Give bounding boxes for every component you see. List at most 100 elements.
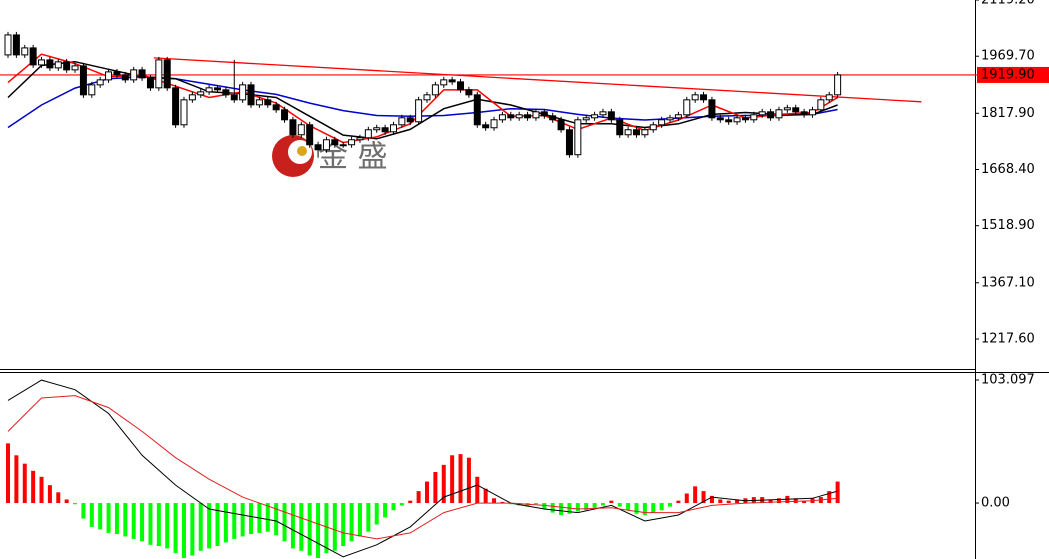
histogram-bar (492, 498, 497, 504)
candle-body (381, 127, 389, 133)
histogram-bar (433, 472, 438, 504)
candle-body (473, 94, 481, 126)
y-tick-label: 103.097 (981, 373, 1035, 388)
histogram-bar (450, 455, 455, 504)
candle-body (649, 124, 657, 131)
candle-body (792, 107, 800, 113)
histogram-bar (399, 503, 404, 506)
y-tick-label: 0.00 (981, 496, 1010, 511)
candle-body (599, 111, 607, 116)
candle-body (79, 65, 87, 96)
candle-body (155, 59, 163, 89)
histogram-bar (316, 503, 321, 558)
candle-body (532, 111, 540, 119)
histogram-bar (106, 503, 111, 533)
candle-body (431, 84, 439, 96)
histogram-bar (793, 498, 798, 504)
candle-body (105, 71, 113, 81)
histogram-bar (165, 503, 170, 549)
histogram-bar (668, 503, 673, 507)
histogram-bar (181, 503, 186, 558)
candle-body (163, 59, 171, 89)
histogram-bar (39, 476, 44, 504)
candle-body (741, 117, 749, 121)
histogram-bar (341, 503, 346, 547)
candle-body (289, 119, 297, 136)
candle-body (222, 89, 230, 96)
candle-body (12, 34, 20, 56)
y-tick-label: 1817.90 (981, 106, 1035, 121)
histogram-bar (617, 503, 622, 507)
histogram-bar (223, 503, 228, 543)
candle-body (306, 124, 314, 146)
candle-body (205, 87, 213, 93)
logo-dot (297, 146, 307, 156)
candle-body (230, 94, 238, 101)
watermark-logo (272, 135, 314, 177)
candle-body (524, 114, 532, 119)
histogram-bar (366, 503, 371, 532)
candle-body (582, 117, 590, 121)
candle-body (808, 109, 816, 116)
candle-body (214, 87, 221, 91)
histogram-bar (307, 503, 312, 556)
candle-body (255, 99, 263, 106)
candle-body (398, 117, 406, 126)
candle-body (498, 114, 506, 121)
candle-body (440, 79, 448, 86)
candle-body (272, 104, 280, 111)
candle-body (339, 144, 347, 147)
candle-body (281, 109, 289, 121)
histogram-bar (31, 470, 36, 504)
candle-body (146, 77, 154, 89)
candle-body (415, 99, 423, 123)
histogram-bar (642, 503, 647, 515)
indicator-line (7, 379, 838, 558)
histogram-bar (559, 503, 564, 515)
candle-body (565, 129, 573, 156)
candle-body (172, 87, 180, 126)
histogram-bar (173, 503, 178, 554)
candle-body (54, 61, 62, 69)
histogram-bar (533, 503, 538, 505)
candle-body (783, 107, 791, 111)
histogram-bar (190, 503, 195, 556)
candle-body (331, 139, 339, 146)
histogram-bar (215, 503, 220, 547)
candle-body (834, 74, 842, 96)
histogram-bar (550, 503, 555, 513)
histogram-bar (89, 503, 94, 527)
histogram-bar (709, 495, 714, 504)
histogram-bar (425, 481, 429, 504)
histogram-bar (735, 499, 740, 504)
candle-body (63, 61, 71, 71)
candle-body (239, 84, 247, 101)
candle-body (750, 114, 758, 121)
histogram-bar (466, 457, 471, 504)
candle-body (591, 114, 599, 119)
histogram-bar (73, 503, 78, 505)
candle-body (540, 111, 548, 117)
candle-body (725, 119, 733, 123)
candle-body (38, 59, 46, 66)
histogram-bar (584, 503, 589, 511)
candle-body (71, 65, 79, 71)
candle-body (46, 59, 54, 69)
y-tick-label: 1969.70 (981, 49, 1035, 64)
histogram-bar (508, 503, 513, 505)
histogram-bar (626, 503, 631, 511)
histogram-bar (349, 503, 354, 542)
candle-body (758, 111, 766, 116)
histogram-bar (416, 491, 421, 504)
histogram-bar (651, 503, 656, 513)
histogram-bar (676, 500, 681, 504)
histogram-bar (198, 503, 203, 551)
histogram-bar (542, 503, 547, 510)
current-price-label: 1919.90 (981, 67, 1035, 82)
histogram-bar (802, 500, 807, 504)
histogram-bar (374, 503, 379, 525)
candle-body (624, 129, 632, 136)
candle-body (314, 144, 322, 151)
candle-body (574, 119, 582, 156)
